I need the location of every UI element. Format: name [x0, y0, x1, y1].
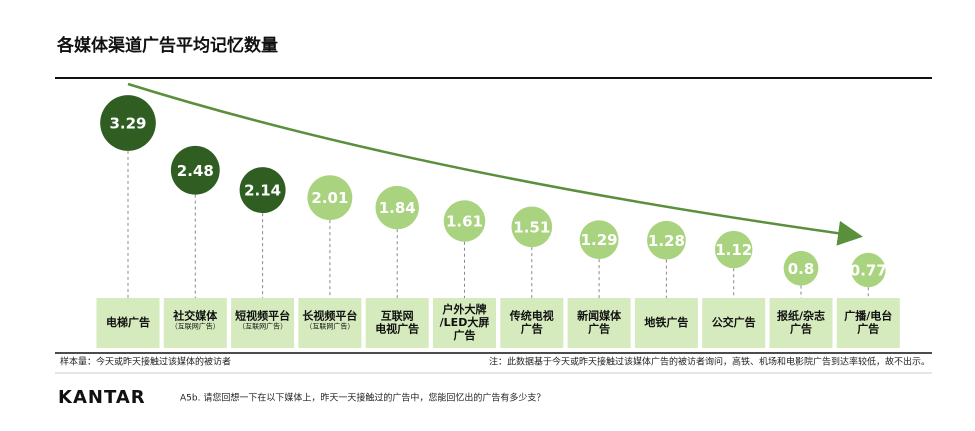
value-label: 1.51	[513, 218, 550, 236]
category-label: 互联网	[381, 309, 414, 323]
bubble	[307, 175, 353, 221]
footnote: 注：此数据基于今天或昨天接触过该媒体广告的被访者询问，高铁、机场和电影院广告到达…	[489, 356, 930, 368]
bubble	[375, 185, 419, 230]
category-label: 公交广告	[712, 315, 756, 329]
value-label: 1.84	[379, 199, 416, 217]
category-box	[298, 298, 362, 348]
value-label: 2.01	[311, 189, 348, 207]
brand: KANTAR	[58, 387, 146, 408]
category-box	[231, 298, 295, 348]
category-box	[433, 298, 496, 348]
category-label: 长视频平台	[302, 309, 357, 323]
category-label: 广告	[521, 322, 543, 336]
category-box	[365, 298, 429, 348]
bubble	[100, 95, 156, 151]
bubble	[783, 250, 819, 286]
value-label: 0.77	[850, 262, 887, 280]
value-label: 1.29	[581, 231, 618, 249]
category-label: 报纸/杂志	[777, 309, 825, 323]
category-box	[836, 298, 900, 348]
category-box	[567, 298, 631, 348]
question: A5b. 请您回想一下在以下媒体上，昨天一天接触过的广告中，您能回忆出的广告有多…	[180, 392, 545, 404]
category-label: 广告	[857, 322, 879, 336]
category-box	[769, 298, 833, 348]
category-label: 广告	[588, 322, 610, 336]
sample-note: 样本量：今天或昨天接触过该媒体的被访者	[60, 356, 231, 368]
bubble	[647, 220, 686, 260]
category-label: 短视频平台	[235, 309, 290, 323]
value-label: 3.29	[109, 115, 146, 133]
category-note: （互联网广告）	[171, 322, 220, 331]
bubble	[714, 230, 753, 269]
bubble	[851, 252, 886, 288]
category-label: 传统电视	[509, 309, 554, 323]
category-label: /LED大屏	[440, 315, 490, 329]
category-note: （互联网广告）	[305, 322, 354, 331]
category-box	[500, 298, 564, 348]
chart-title: 各媒体渠道广告平均记忆数量	[56, 35, 278, 56]
category-label: 地铁广告	[644, 315, 688, 329]
category-label: 广告	[454, 328, 476, 342]
category-label: 电视广告	[375, 322, 419, 336]
category-box	[634, 298, 698, 348]
category-label: 新闻媒体	[577, 309, 622, 323]
value-label: 1.28	[648, 232, 685, 250]
category-label: 户外大牌	[443, 302, 487, 316]
category-label: 社交媒体	[172, 309, 218, 323]
value-label: 0.8	[788, 260, 815, 278]
category-label: 广播/电台	[844, 309, 892, 323]
value-label: 2.14	[244, 182, 281, 200]
category-box	[702, 298, 766, 348]
bubble	[511, 206, 553, 248]
category-note: （互联网广告）	[238, 322, 287, 331]
value-label: 1.61	[446, 213, 483, 231]
category-box	[163, 298, 227, 348]
category-box	[96, 298, 160, 348]
trend-arrow	[127, 82, 863, 246]
category-label: 电梯广告	[106, 315, 150, 329]
plot: 电梯广告3.29社交媒体（互联网广告）2.48短视频平台（互联网广告）2.14长…	[96, 95, 900, 348]
bubble	[170, 145, 220, 195]
bubble	[443, 200, 486, 242]
value-label: 2.48	[177, 162, 214, 180]
bubble	[239, 167, 286, 214]
category-label: 广告	[790, 322, 812, 336]
value-label: 1.12	[715, 241, 752, 259]
bubble	[579, 220, 619, 260]
